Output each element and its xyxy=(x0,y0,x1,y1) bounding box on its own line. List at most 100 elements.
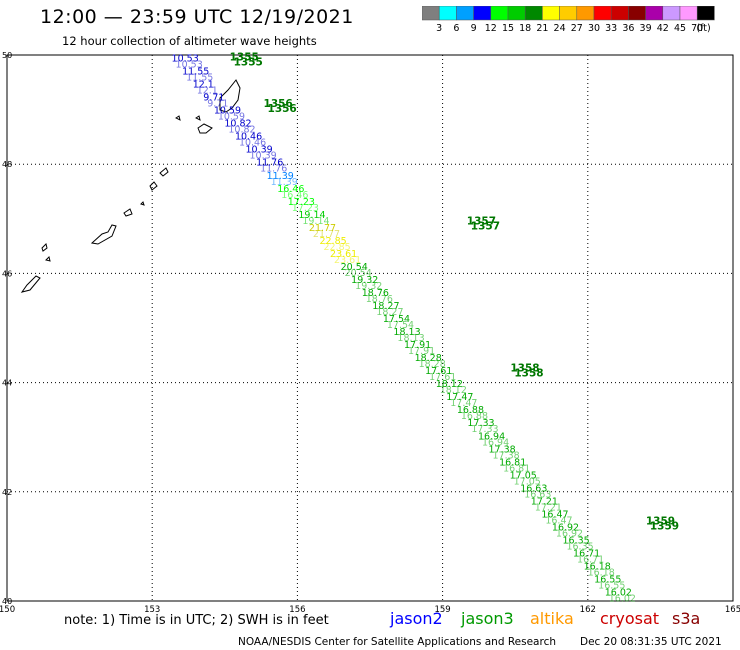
created-timestamp: Dec 20 08:31:35 UTC 2021 xyxy=(580,636,722,648)
wave-height-value: 16.55 xyxy=(594,575,621,586)
wave-height-value: 16.92 xyxy=(552,522,579,533)
wave-height-value-overlap: 16.94 xyxy=(482,437,509,448)
wave-height-value: 16.02 xyxy=(605,588,632,599)
longitude-label: 150 xyxy=(0,605,15,615)
longitude-label: 159 xyxy=(434,605,450,615)
footer-note: note: 1) Time is in UTC; 2) SWH is in fe… xyxy=(64,613,329,628)
wave-height-value-overlap: 16.02 xyxy=(609,594,636,605)
wave-height-value: 17.47 xyxy=(446,392,473,403)
map-frame xyxy=(6,54,734,602)
wave-height-value-overlap: 11.55 xyxy=(186,73,213,84)
credit-line: NOAA/NESDIS Center for Satellite Applica… xyxy=(238,636,556,648)
wave-height-value: 17.23 xyxy=(288,197,315,208)
wave-height-value: 17.21 xyxy=(531,496,558,507)
wave-height-value-overlap: 18.28 xyxy=(419,359,446,370)
legend-jason2: jason2 xyxy=(390,609,443,628)
wave-height-value: 11.39 xyxy=(267,171,294,182)
color-scale-tick: 18 xyxy=(519,23,531,34)
color-scale-tick: 39 xyxy=(640,23,652,34)
pass-number-label: 1357 xyxy=(467,215,496,227)
wave-height-value-overlap: 10.82 xyxy=(228,125,255,136)
color-scale-tick: 6 xyxy=(453,23,459,34)
coastline xyxy=(195,115,201,121)
color-scale-tick: 45 xyxy=(674,23,686,34)
wave-height-value: 16.47 xyxy=(541,509,568,520)
wave-height-value: 16.94 xyxy=(478,431,505,442)
color-scale-tick: 36 xyxy=(622,23,634,34)
wave-height-value: 16.35 xyxy=(562,535,589,546)
latitude-label: 46 xyxy=(2,269,12,278)
latitude-label: 50 xyxy=(2,51,12,60)
wave-height-value-overlap: 17.33 xyxy=(471,424,498,435)
legend-s3a: s3a xyxy=(672,609,701,628)
pass-number-label: 1359 xyxy=(646,516,675,528)
wave-height-value-overlap: 11.76 xyxy=(260,164,287,175)
wave-height-value: 20.54 xyxy=(341,262,368,273)
wave-height-value: 18.76 xyxy=(362,288,389,299)
wave-height-value-overlap: 16.47 xyxy=(545,515,572,526)
wave-height-value-overlap: 19.32 xyxy=(355,281,382,292)
wave-height-value: 21.77 xyxy=(309,223,336,234)
pass-number-label-overlap: 1359 xyxy=(650,521,679,533)
coastline xyxy=(159,167,169,177)
wave-height-value-overlap: 16.55 xyxy=(598,581,625,592)
wave-height-value-overlap: 18.13 xyxy=(397,333,424,344)
color-scale-tick: 15 xyxy=(502,23,514,34)
legend-cryosat: cryosat xyxy=(600,609,660,628)
color-scale-tick: 21 xyxy=(536,23,548,34)
wave-height-value-overlap: 22.85 xyxy=(323,242,350,253)
wave-height-value: 11.76 xyxy=(256,158,283,169)
color-scale-tick: 3 xyxy=(436,23,442,34)
wave-height-value-overlap: 17.91 xyxy=(408,346,435,357)
pass-number-label: 1355 xyxy=(230,51,259,63)
wave-height-value: 17.38 xyxy=(489,444,516,455)
wave-height-value-overlap: 17.47 xyxy=(450,398,477,409)
coastline xyxy=(149,181,158,191)
longitude-label: 153 xyxy=(144,605,160,615)
wave-height-value: 10.82 xyxy=(224,119,251,130)
wave-height-value: 18.28 xyxy=(415,353,442,364)
latitude-label: 44 xyxy=(2,379,12,388)
legend-altika: altika xyxy=(530,609,574,628)
wave-height-value-overlap: 16.46 xyxy=(281,190,308,201)
legend-jason3: jason3 xyxy=(461,609,514,628)
wave-height-value-overlap: 18.27 xyxy=(376,307,403,318)
wave-height-value-overlap: 21.77 xyxy=(313,229,340,240)
wave-height-value-overlap: 17.38 xyxy=(493,450,520,461)
wave-height-value-overlap: 16.81 xyxy=(503,463,530,474)
wave-height-value: 22.85 xyxy=(319,236,346,247)
coastline xyxy=(20,275,41,293)
wave-height-value: 11.55 xyxy=(182,67,209,78)
color-scale-unit: (ft) xyxy=(696,23,710,34)
wave-height-value: 17.61 xyxy=(425,366,452,377)
wave-height-value-overlap: 10.39 xyxy=(250,151,277,162)
wave-height-value: 18.12 xyxy=(436,379,463,390)
wave-height-value-overlap: 17.61 xyxy=(429,372,456,383)
wave-height-value-overlap: 16.71 xyxy=(577,554,604,565)
wave-height-value: 10.39 xyxy=(246,145,273,156)
wave-height-value-overlap: 12.1 xyxy=(197,86,218,97)
wave-height-value-overlap: 10.53 xyxy=(176,60,203,71)
latitude-label: 42 xyxy=(2,488,12,497)
wave-height-value: 18.27 xyxy=(372,301,399,312)
coastline xyxy=(219,79,241,113)
coastline xyxy=(41,243,48,252)
wave-height-value: 12.1 xyxy=(193,80,214,91)
wave-height-value: 16.18 xyxy=(584,561,611,572)
color-scale-swatch xyxy=(696,6,715,21)
wave-height-value-overlap: 17.54 xyxy=(387,320,414,331)
wave-height-value-overlap: 9.71 xyxy=(207,99,228,110)
coastline xyxy=(45,256,51,262)
map-title: 12:00 — 23:59 UTC 12/19/2021 xyxy=(40,6,354,28)
color-scale-tick: 30 xyxy=(588,23,600,34)
pass-number-label: 1358 xyxy=(510,363,539,375)
wave-height-value: 16.88 xyxy=(457,405,484,416)
color-scale-legend: 3 6 9 12 15 18 21 24 27 30 33 36 39 42 45 70(ft) xyxy=(422,6,715,34)
map-subtitle: 12 hour collection of altimeter wave hei… xyxy=(62,34,317,48)
wave-height-value: 17.91 xyxy=(404,340,431,351)
color-scale-tick: 9 xyxy=(471,23,477,34)
wave-height-value: 16.46 xyxy=(277,184,304,195)
color-scale-tick: 33 xyxy=(605,23,617,34)
wave-height-value-overlap: 19.14 xyxy=(302,216,329,227)
coastline xyxy=(197,123,213,134)
